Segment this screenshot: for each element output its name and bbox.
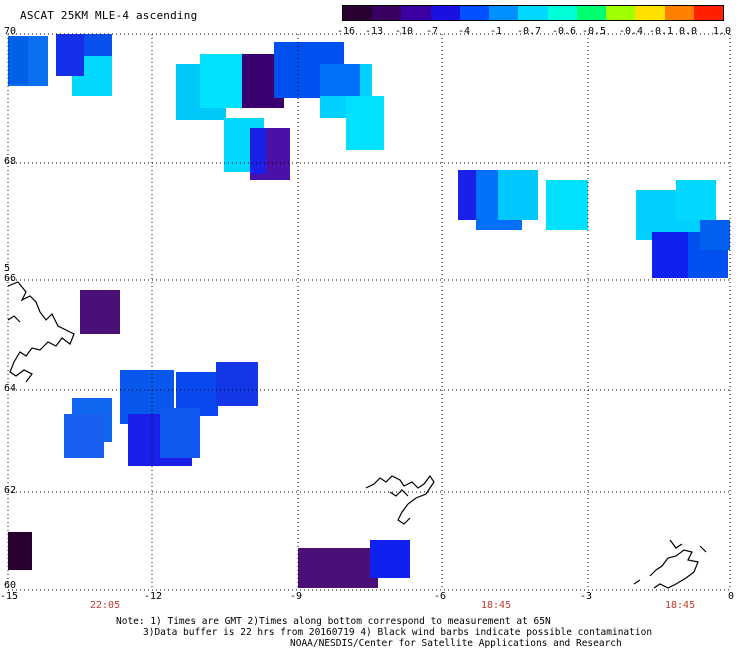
- colorbar-swatch: [459, 6, 490, 20]
- colorbar-tick: -0.4: [618, 26, 644, 37]
- lat-label: 64: [4, 383, 17, 394]
- lon-label: -15: [0, 591, 19, 602]
- colorbar-tick: -4: [457, 26, 471, 37]
- colorbar-tick: -10: [394, 26, 414, 37]
- swath-cell: [546, 180, 588, 230]
- swath-cell: [370, 540, 410, 578]
- swath-cell: [8, 532, 32, 570]
- colorbar-tick: -13: [364, 26, 384, 37]
- swath-cell: [216, 362, 258, 406]
- colorbar-tick: -0.7: [516, 26, 542, 37]
- footer-credit: NOAA/NESDIS/Center for Satellite Applica…: [290, 638, 622, 649]
- colorbar-swatch: [664, 6, 694, 20]
- colorbar-swatch: [401, 6, 431, 20]
- faroe-coast: [365, 474, 435, 525]
- lon-label: -12: [144, 591, 163, 602]
- pass-time-label: 22:05: [90, 600, 121, 611]
- swath-cell: [56, 34, 84, 76]
- lat-label: 66: [4, 273, 17, 284]
- colorbar-swatch: [430, 6, 460, 20]
- colorbar-tick: 1.0: [712, 26, 732, 37]
- colorbar-tick: -0.5: [581, 26, 607, 37]
- swath-cell: [200, 54, 244, 108]
- colorbar-swatch: [576, 6, 607, 20]
- colorbar-tick: -1: [489, 26, 503, 37]
- colorbar-tick: -7: [425, 26, 439, 37]
- colorbar-swatch: [489, 6, 519, 20]
- swath-cell: [80, 290, 120, 334]
- lat-label: 68: [4, 156, 17, 167]
- colorbar-tick: 0.0: [678, 26, 698, 37]
- swath-cell: [498, 170, 538, 220]
- swath-cell: [320, 64, 360, 96]
- swath-cell: [700, 220, 730, 250]
- colorbar-swatch: [343, 6, 373, 20]
- colorbar-swatch: [606, 6, 636, 20]
- swath-cell: [250, 128, 266, 174]
- swath-cell: [652, 232, 688, 278]
- colorbar-swatch: [547, 6, 577, 20]
- lat-label: 70: [4, 26, 17, 37]
- lat-label: 62: [4, 485, 17, 496]
- swath-cell: [676, 180, 716, 220]
- footer-note-line1: Note: 1) Times are GMT 2)Times along bot…: [116, 616, 551, 627]
- lat-label: 60: [4, 580, 17, 591]
- lon-label: -9: [290, 591, 303, 602]
- lon-label: -3: [580, 591, 593, 602]
- colorbar-tick: -16: [336, 26, 356, 37]
- pass-time-label: 18:45: [481, 600, 512, 611]
- swath-cell: [64, 414, 104, 458]
- pass-time-label: 18:45: [665, 600, 696, 611]
- swath-cell: [160, 408, 200, 458]
- shetland-coast: [633, 539, 707, 589]
- colorbar-tick: -0.6: [551, 26, 577, 37]
- colorbar-tick: -0.1: [648, 26, 674, 37]
- colorbar-swatch: [635, 6, 665, 20]
- footer-note-line2: 3)Data buffer is 22 hrs from 20160719 4)…: [143, 627, 653, 638]
- wind-swath-cells: [8, 34, 730, 588]
- iceland-coast: [7, 281, 75, 383]
- edge-marker: 5: [4, 263, 11, 274]
- lon-label: 0: [728, 591, 735, 602]
- colorbar-swatch: [693, 6, 724, 20]
- swath-cell: [346, 96, 384, 150]
- colorbar-swatch: [518, 6, 548, 20]
- colorbar-swatch: [372, 6, 402, 20]
- swath-cell: [298, 548, 378, 588]
- graticule: [7, 33, 731, 591]
- lon-label: -6: [434, 591, 447, 602]
- colorbar-ticks: -16 -13 -10 -7 -4 -1 -0.7 -0.6 -0.5 -0.4…: [326, 26, 736, 38]
- product-title: ASCAT 25KM MLE-4 ascending: [20, 9, 198, 22]
- colorbar: [342, 5, 724, 21]
- swath-cell: [8, 36, 28, 84]
- coastline: [7, 281, 707, 589]
